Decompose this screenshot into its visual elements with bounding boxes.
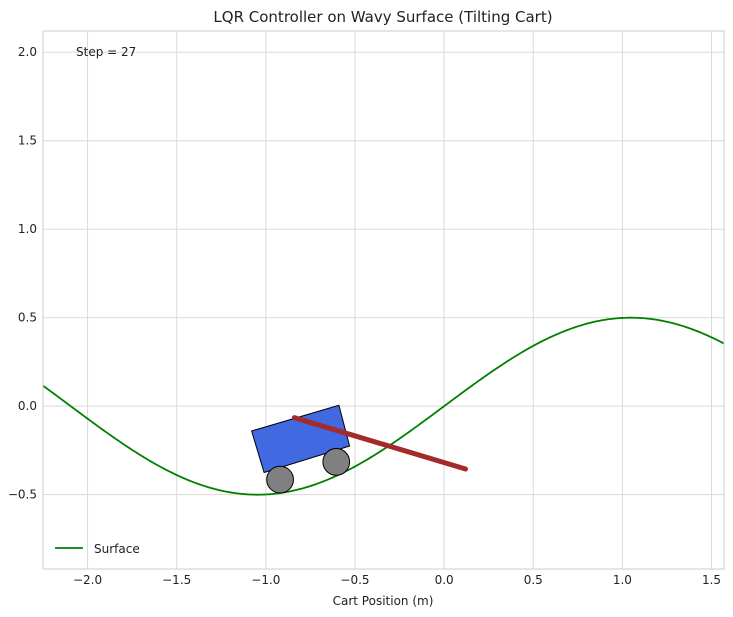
x-axis-label: Cart Position (m) (333, 594, 434, 608)
x-ticks: −2.0 −1.5 −1.0 −0.5 0.0 0.5 1.0 1.5 (73, 573, 721, 587)
cart-body (250, 404, 351, 474)
plot-frame (42, 30, 725, 570)
step-annotation: Step = 27 (76, 45, 136, 59)
legend: Surface (55, 542, 140, 556)
cart-wheel-left (266, 465, 294, 494)
x-tick-label: −0.5 (340, 573, 369, 587)
cart (250, 404, 469, 494)
y-tick-label: −0.5 (8, 488, 37, 502)
chart-title: LQR Controller on Wavy Surface (Tilting … (213, 8, 552, 26)
x-tick-label: −1.5 (162, 573, 191, 587)
y-tick-label: 1.5 (18, 134, 37, 148)
legend-label-surface: Surface (94, 542, 140, 556)
y-ticks: −0.5 0.0 0.5 1.0 1.5 2.0 (8, 45, 37, 501)
cart-wheel-right (322, 448, 351, 476)
x-tick-label: 0.5 (524, 573, 543, 587)
x-tick-label: 1.0 (613, 573, 632, 587)
y-tick-label: 0.5 (18, 311, 37, 325)
y-tick-label: 1.0 (18, 222, 37, 236)
y-tick-label: 2.0 (18, 45, 37, 59)
surface-layer (42, 316, 725, 496)
x-tick-label: 0.0 (435, 573, 454, 587)
x-tick-label: 1.5 (702, 573, 721, 587)
series-surface (42, 316, 725, 496)
x-tick-label: −2.0 (73, 573, 102, 587)
y-tick-label: 0.0 (18, 399, 37, 413)
pendulum-pole (291, 415, 469, 472)
grid (43, 31, 724, 569)
x-tick-label: −1.0 (251, 573, 280, 587)
